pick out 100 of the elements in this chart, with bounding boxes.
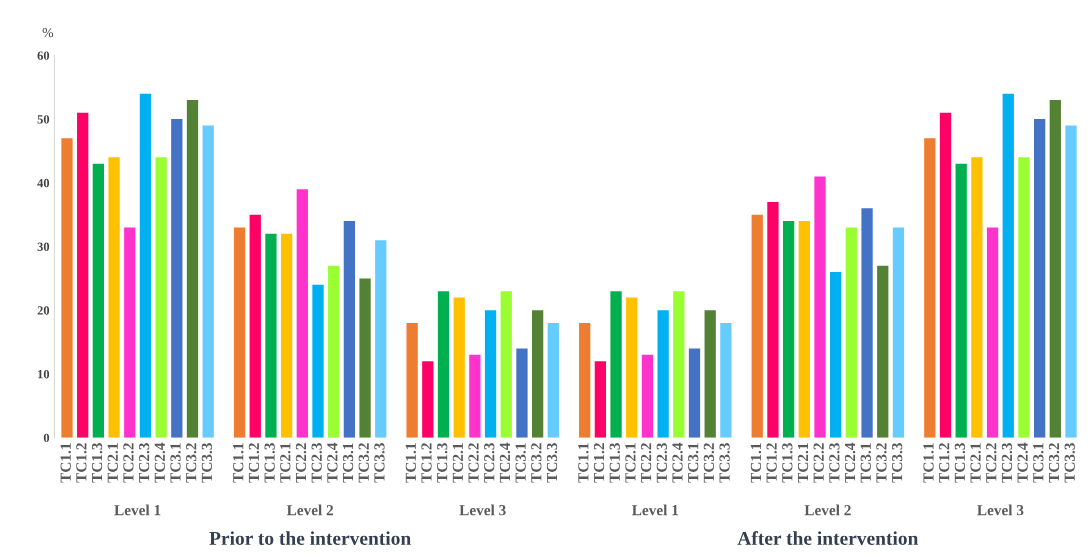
text: Level 1 [114,504,161,516]
x-tick-label: TC3.3 [546,443,558,483]
bar [861,208,873,438]
bar [61,138,73,438]
bar [155,157,167,438]
x-tick-label: TC3.1 [515,443,526,483]
x-tick-label: TC1.3 [954,443,966,483]
x-tick-label: TC1.2 [421,443,432,483]
x-tick-label: TC3.1 [1033,443,1044,483]
y-tick-label: 20 [37,306,50,315]
bar [845,227,858,438]
bar [814,176,826,438]
bar [328,265,340,438]
x-tick-label: TC3.2 [358,443,369,483]
x-tick-label: TC1.2 [76,443,87,483]
x-tick-label: TC3.2 [186,443,197,483]
bar [704,310,716,438]
bar [249,214,261,438]
x-tick-label: TC1.3 [437,443,448,483]
bar [720,322,732,438]
x-tick-label: TC1.1 [233,443,244,483]
x-tick-label: TC2.1 [280,443,291,483]
bar [422,361,434,438]
x-tick-label: TC1.3 [609,443,620,483]
x-tick-label: TC2.3 [484,443,495,483]
bar [453,297,465,438]
x-tick-label: TC2.1 [625,443,636,483]
x-tick-label: TC2.2 [813,443,824,483]
x-tick-label: TC2.4 [1017,442,1028,483]
x-tick-label: TC1.1 [405,443,417,483]
bar [610,291,622,438]
x-tick-label: TC2.4 [672,442,683,483]
bar [1002,93,1014,438]
text: After the intervention [737,531,919,545]
x-tick-label: TC3.2 [531,443,542,483]
bar [171,119,183,438]
bar [280,233,293,438]
x-tick-label: TC1.2 [766,443,777,483]
bar [375,240,387,438]
bar [877,265,889,438]
bar [500,291,512,438]
bar [516,348,528,438]
y-tick-label: 60 [37,51,50,60]
bar [186,100,199,438]
bar [139,93,152,438]
bar [1065,125,1077,438]
bar [1018,157,1030,438]
bar [641,354,654,438]
x-tick-label: TC3.1 [688,443,699,483]
bar [579,322,591,438]
bar [359,278,371,438]
bar [767,201,779,438]
bar [406,322,418,438]
bar [312,284,324,438]
bar [296,189,308,438]
bar [108,157,120,438]
bar [124,227,136,438]
y-tick-label: 50 [37,115,50,124]
x-tick-label: TC2.4 [327,442,338,483]
bar [202,125,214,438]
y-axis-title: % [42,27,54,38]
x-tick-label: TC2.2 [641,443,652,483]
bar [1033,119,1046,438]
bar [265,233,277,438]
x-tick-label: TC3.1 [170,443,181,483]
x-tick-label: TC1.2 [593,443,605,483]
bar [955,163,967,438]
x-tick-label: TC2.3 [139,443,150,483]
x-tick-label: TC1.1 [578,443,589,483]
x-tick-label: TC3.3 [1064,443,1075,483]
text: Level 2 [804,504,851,516]
bar [688,348,701,438]
bar [924,138,936,438]
y-tick-label: 10 [38,369,50,379]
bar [343,221,356,438]
text: Prior to the intervention [209,531,411,545]
x-tick-label: TC2.1 [797,443,809,483]
x-tick-label: TC1.3 [91,443,103,483]
x-tick-label: TC2.4 [844,442,856,483]
bar [830,272,842,438]
x-tick-label: TC3.1 [342,443,354,483]
x-tick-label: TC2.3 [1001,443,1013,483]
y-tick-label: 0 [43,433,50,443]
x-tick-label: TC1.3 [264,443,275,483]
x-tick-label: TC2.2 [295,443,307,483]
x-tick-label: TC2.1 [452,443,464,483]
bar [233,227,246,438]
bar [939,112,952,438]
bar [1049,100,1061,438]
x-tick-label: TC1.1 [923,443,934,483]
x-tick-label: TC2.1 [970,443,981,483]
bar [484,310,497,438]
y-tick-label: 30 [37,242,50,251]
bar [531,310,544,438]
x-tick-label: TC2.3 [656,443,668,483]
bar [798,221,810,438]
bar [751,214,763,438]
bar [782,221,795,438]
bar [626,297,638,438]
x-tick-label: TC2.2 [123,443,134,483]
